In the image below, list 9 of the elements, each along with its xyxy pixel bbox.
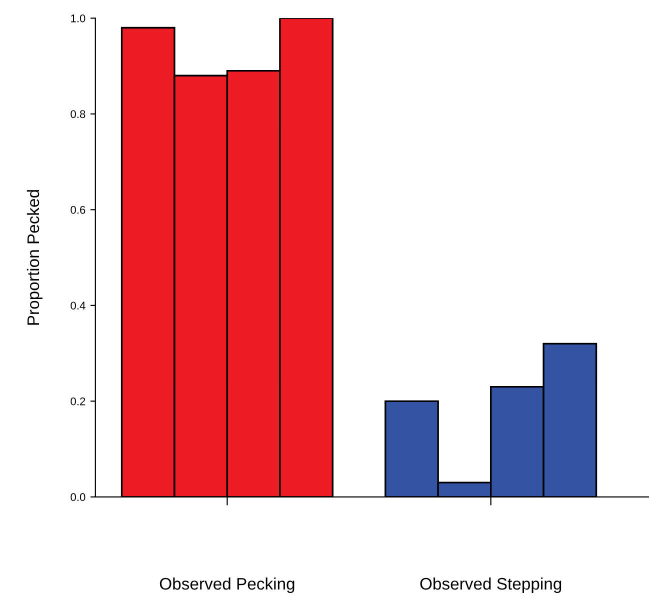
y-tick-label: 0.6	[70, 206, 86, 214]
x-tick-label: Observed Pecking	[160, 577, 294, 594]
y-tick-label: 0.2	[70, 397, 86, 406]
x-tick-label: Observed Stepping	[420, 577, 562, 594]
y-tick-label: 0.8	[70, 110, 86, 118]
y-tick-label: 1.0	[71, 14, 86, 22]
y-axis-title: Proportion Pecked	[26, 190, 42, 325]
y-tick-label: 0.4	[70, 302, 86, 310]
y-tick-label: 0.0	[70, 493, 86, 502]
